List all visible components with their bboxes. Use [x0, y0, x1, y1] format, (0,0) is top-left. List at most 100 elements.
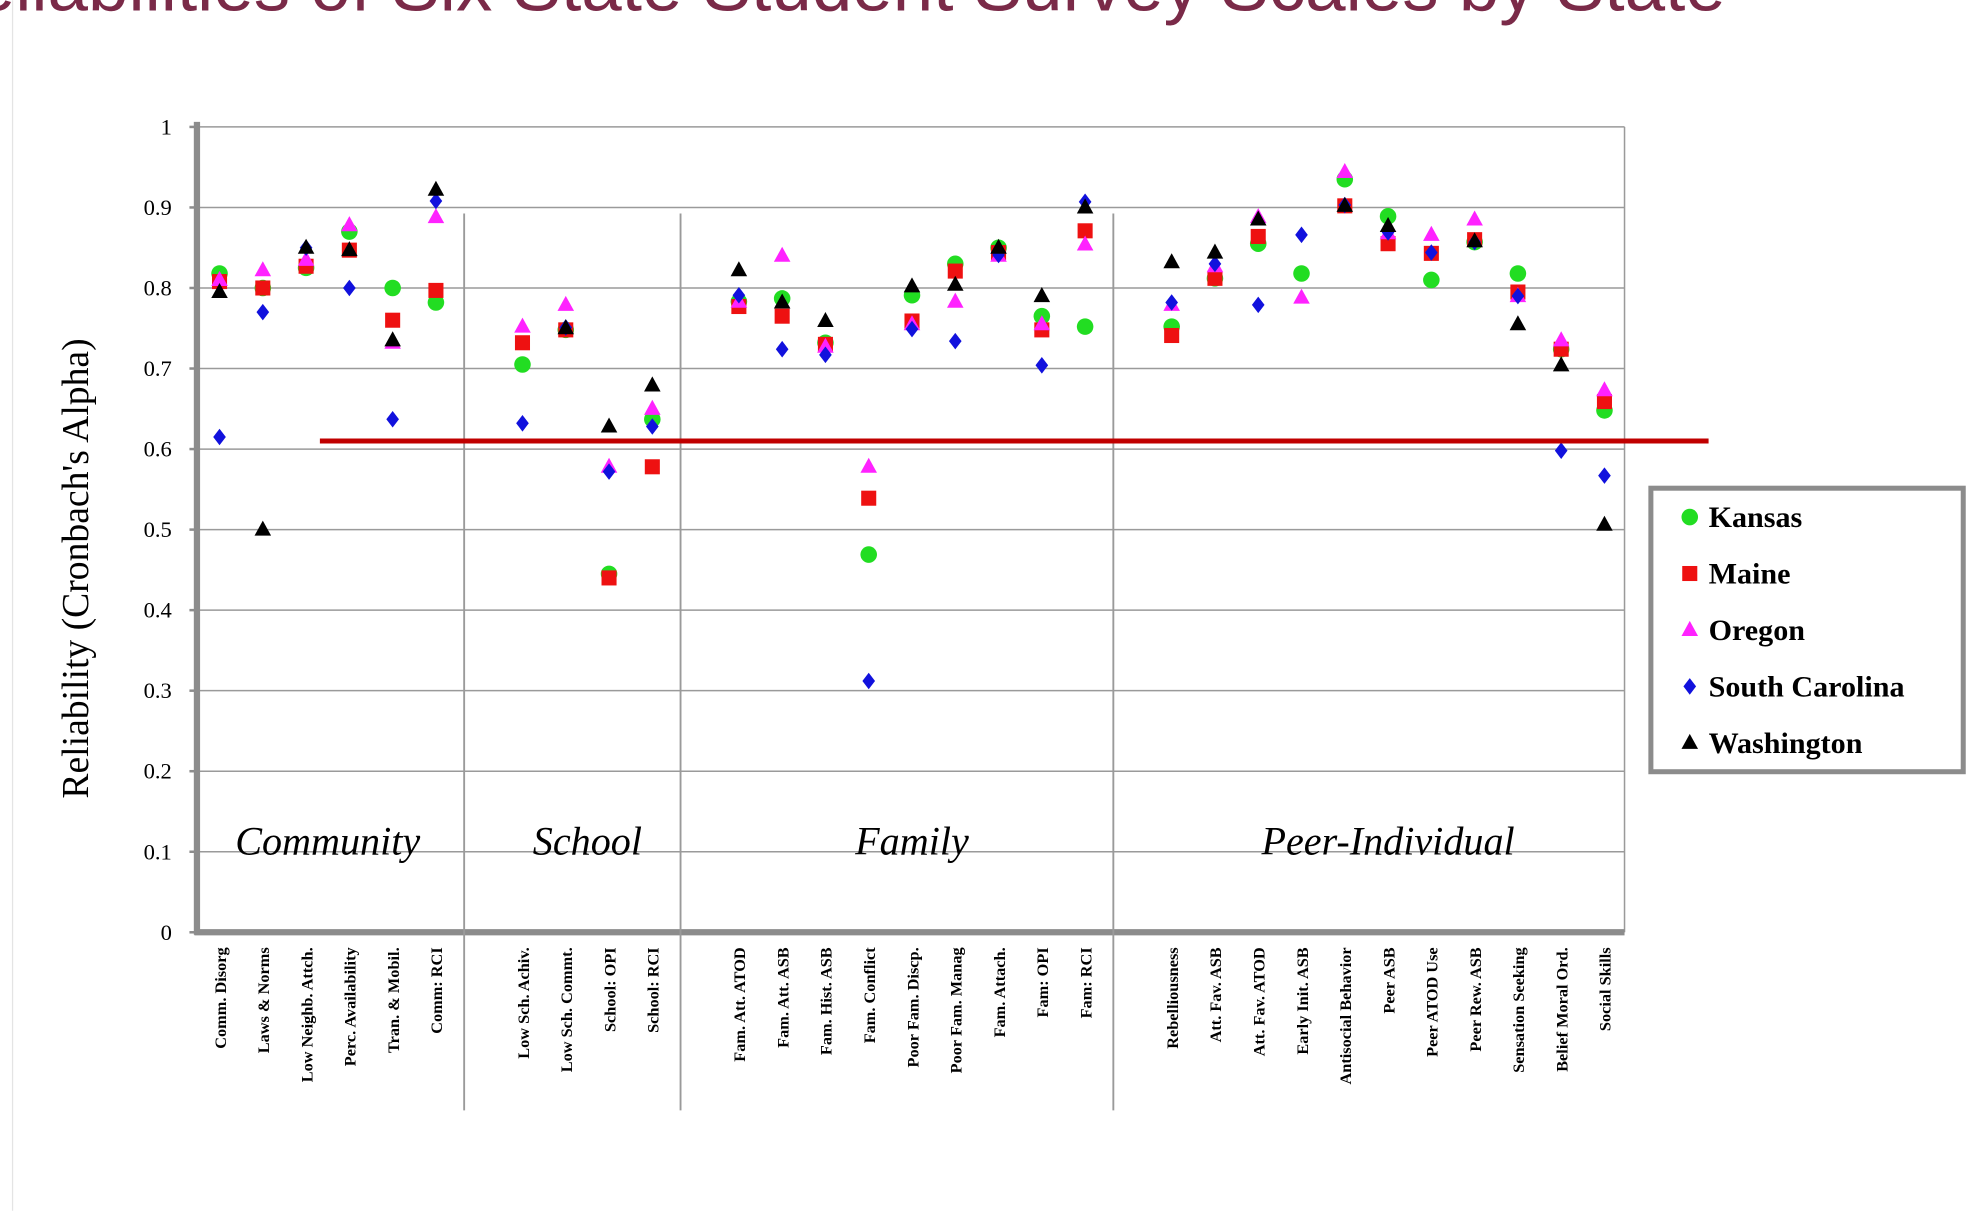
dot	[516, 415, 529, 432]
dot	[341, 241, 358, 257]
dot	[774, 308, 790, 324]
y-tick-label: 0.7	[144, 356, 172, 381]
dot	[1380, 236, 1396, 252]
dot	[341, 216, 358, 232]
x-tick-label: Low Sch. Achiv.	[514, 947, 533, 1058]
x-tick-label: Low Neighb. Attch.	[297, 947, 316, 1082]
dot	[1423, 271, 1440, 289]
x-tick-label: Fam. Conflict	[860, 947, 879, 1044]
dot	[514, 335, 531, 351]
x-tick-label: Fam. Hist. ASB	[817, 947, 836, 1055]
dot	[1511, 287, 1525, 305]
dot	[1295, 226, 1308, 244]
legend-label: South Carolina	[1709, 669, 1905, 703]
dot	[730, 261, 748, 277]
y-axis-label: Reliability (Cronbach's Alpha)	[55, 338, 97, 798]
dot	[1379, 216, 1397, 233]
group-label: Community	[235, 819, 420, 864]
dot	[601, 570, 617, 586]
y-tick-label: 0.4	[144, 598, 172, 623]
dot	[1509, 315, 1527, 331]
dot	[732, 286, 746, 304]
dot	[1336, 162, 1354, 179]
dot	[644, 459, 660, 475]
dot	[427, 180, 445, 196]
x-tick-label: Fam. Att. ATOD	[730, 947, 749, 1061]
legend-box	[1648, 485, 1966, 775]
group-label: School	[533, 819, 642, 864]
dot	[1336, 196, 1354, 212]
dot	[514, 317, 531, 333]
y-tick-label: 0.3	[144, 678, 172, 703]
x-tick-label: Tran. & Mobil.	[384, 947, 403, 1053]
dot	[644, 376, 661, 392]
x-tick-label: Sensation Seeking	[1509, 947, 1528, 1072]
dot	[1552, 356, 1570, 372]
y-tick-label: 0.8	[144, 276, 172, 301]
dot	[427, 208, 445, 224]
dot	[1596, 381, 1613, 397]
legend-marker	[1683, 678, 1697, 695]
dot	[1163, 253, 1180, 269]
dot	[429, 192, 443, 210]
dot	[861, 490, 877, 506]
dot	[1552, 331, 1570, 347]
x-tick-label: Att. Fav. ATOD	[1250, 947, 1269, 1056]
legend-label: Maine	[1709, 557, 1791, 591]
x-tick-label: Antisocial Behavior	[1336, 947, 1355, 1084]
dot	[343, 279, 356, 297]
legend-label: Washington	[1709, 726, 1863, 760]
dot	[1293, 265, 1310, 282]
x-tick-label: Poor Fam. Discp.	[903, 947, 922, 1067]
x-tick-label: Poor Fam. Manag	[947, 947, 966, 1073]
dot	[386, 410, 399, 428]
dot	[1596, 515, 1613, 531]
dot	[860, 457, 877, 473]
dot	[211, 282, 228, 299]
y-tick-label: 0	[161, 920, 172, 945]
dot	[384, 331, 401, 347]
y-tick-label: 0.9	[144, 195, 172, 220]
dot	[947, 263, 963, 279]
dot	[1509, 265, 1527, 282]
dot	[255, 280, 271, 296]
dot	[297, 238, 315, 254]
dot	[1035, 357, 1049, 374]
dot	[557, 295, 575, 311]
chart-title: Reliabilities of Six State Student Surve…	[0, 0, 1726, 26]
dot	[1425, 244, 1438, 261]
dot	[427, 294, 445, 311]
dot	[946, 275, 964, 291]
y-tick-label: 0.5	[144, 517, 172, 542]
x-tick-label: Laws & Norms	[254, 947, 273, 1053]
dot	[1208, 255, 1222, 273]
dot	[1165, 294, 1178, 311]
dot	[514, 356, 531, 373]
dot	[256, 303, 270, 321]
x-tick-label: Peer Rew. ASB	[1466, 947, 1485, 1051]
dot	[557, 319, 575, 335]
legend-marker	[1681, 733, 1699, 749]
dot	[946, 292, 964, 308]
x-tick-label: Peer ATOD Use	[1423, 947, 1442, 1057]
x-tick-label: School: RCI	[644, 947, 663, 1033]
group-label: Peer-Individual	[1260, 819, 1514, 864]
x-tick-label: Comm: RCI	[427, 947, 446, 1033]
dot	[1379, 208, 1397, 225]
legend-marker	[1681, 508, 1699, 526]
dot	[817, 311, 834, 328]
y-tick-label: 0.2	[144, 759, 172, 784]
legend-marker	[1682, 565, 1698, 582]
dot	[773, 293, 791, 309]
x-tick-label: Att. Fav. ASB	[1206, 947, 1225, 1042]
dot	[903, 277, 921, 293]
dot	[1249, 210, 1267, 226]
legend-marker	[1681, 620, 1699, 636]
dot	[1164, 327, 1180, 344]
legend-label: Kansas	[1709, 500, 1803, 534]
dot	[1076, 198, 1094, 214]
y-tick-label: 0.1	[144, 839, 172, 864]
dot	[428, 282, 444, 298]
